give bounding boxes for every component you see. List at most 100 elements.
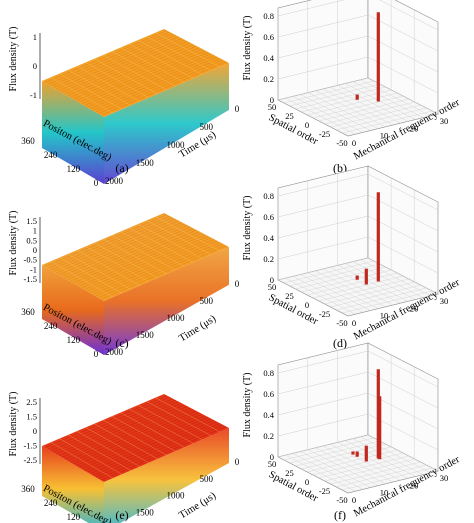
wall-grid-line — [277, 14, 439, 52]
z-tick-label: 0 — [270, 452, 274, 462]
y-tick-label: 10 — [380, 131, 389, 141]
surface-ridge — [102, 54, 167, 91]
surface-ridge — [102, 419, 167, 456]
z-tick-label: 0.6 — [263, 212, 274, 222]
z-tick-label: 1.5 — [26, 412, 37, 422]
z-tick-label: -0.5 — [24, 255, 37, 265]
bar3d-panel-d: 0 0.2 0.4 0.6 0.8 Flux density (T) 50 25 0 -25 -50… — [242, 165, 462, 350]
z-tick-label: 2.5 — [26, 397, 37, 407]
y-tick-label: 0 — [352, 138, 356, 148]
x-tick-label: 240 — [44, 498, 58, 508]
y-tick-label: 500 — [200, 296, 214, 306]
y-tick-label: 0 — [235, 457, 240, 467]
y-tick-label: 1000 — [167, 313, 186, 323]
data-bar — [351, 451, 355, 455]
surface-ridge — [68, 434, 131, 471]
surface-front-wall — [42, 446, 104, 523]
wall-grid-line — [277, 215, 439, 253]
y-tick-label: 2000 — [105, 176, 124, 186]
y-tick-label: 0 — [235, 279, 240, 289]
surface-ridge — [111, 51, 176, 87]
y-tick-label: 20 — [410, 123, 419, 133]
z-axis-label: Flux density (T) — [8, 392, 19, 457]
surface-ridge — [59, 438, 122, 475]
y-tick-label: 30 — [440, 473, 449, 483]
wall-grid-line — [277, 236, 439, 274]
data-bar — [355, 275, 359, 280]
data-bar — [376, 192, 380, 282]
surface-ridge — [76, 65, 140, 102]
panel-label: (e) — [115, 508, 128, 522]
z-tick-label: 0 — [33, 426, 37, 436]
z-tick-label: 0 — [270, 275, 274, 285]
x-tick-label: 25 — [285, 468, 294, 478]
floor-grid-line — [360, 79, 431, 117]
x-tick-label: 360 — [21, 307, 35, 317]
data-bar — [376, 12, 380, 102]
x-tick-label: 240 — [44, 150, 58, 160]
z-axis-label: Flux density (T) — [242, 196, 253, 261]
surface-ridge — [155, 216, 221, 252]
y-tick-label: 1000 — [167, 140, 186, 150]
surface-ridge — [50, 77, 114, 114]
z-tick-label: -1 — [30, 264, 37, 274]
panel-label: (d) — [333, 336, 347, 350]
surface-ridge — [76, 249, 140, 286]
z-tick-label: 1 — [33, 32, 37, 42]
y-tick-label: 0 — [352, 318, 356, 328]
surface-front-wall — [42, 265, 104, 355]
z-tick-label: 0.5 — [26, 235, 37, 245]
surface-ridge — [146, 220, 212, 255]
wall-grid-line — [277, 35, 439, 73]
surface-ridge — [120, 412, 185, 448]
x-tick-label: 0 — [305, 477, 309, 487]
data-bar — [364, 268, 368, 285]
surface-ridge — [76, 430, 140, 467]
x-tick-label: 0 — [305, 300, 309, 310]
z-axis-label: Flux density (T) — [242, 16, 253, 81]
surface-ridge — [85, 246, 149, 282]
z-tick-label: 0 — [270, 95, 274, 105]
surface-ridge — [129, 43, 194, 79]
y-tick-label: 1500 — [136, 158, 155, 168]
surface-ridge — [85, 62, 149, 98]
floor-grid-line — [352, 438, 424, 475]
y-tick-label: 20 — [410, 480, 419, 490]
z-tick-label: -2.5 — [24, 455, 37, 465]
wall-grid-line — [277, 350, 439, 388]
surface-ridge — [50, 442, 114, 479]
x-tick-label: -25 — [319, 309, 330, 319]
x-tick-label: 360 — [21, 136, 35, 146]
floor-grid-line — [352, 261, 424, 298]
z-axis-label: Flux density (T) — [242, 373, 253, 438]
panel-label: (c) — [115, 336, 128, 350]
surface-ridge — [111, 235, 176, 271]
data-bar — [378, 396, 382, 460]
floor-grid-line — [360, 259, 431, 297]
z-axis-label: Flux density (T) — [8, 27, 19, 92]
surface-side-wall — [104, 428, 229, 523]
wall-grid-line — [277, 392, 439, 430]
floor-grid-line — [342, 290, 433, 314]
surface-ridge — [129, 408, 194, 444]
x-tick-label: 120 — [67, 164, 81, 174]
z-tick-label: -1.5 — [24, 274, 37, 284]
surface-ridge — [102, 238, 167, 275]
z-tick-label: 0.8 — [263, 191, 274, 201]
y-tick-label: 10 — [380, 488, 389, 498]
z-tick-label: 1.5 — [26, 216, 37, 226]
surface-ridge — [85, 427, 149, 463]
x-tick-label: 0 — [94, 349, 99, 359]
surface-ridge — [50, 261, 114, 298]
z-tick-label: 0.2 — [263, 254, 274, 264]
z-tick-label: 0.4 — [263, 53, 274, 63]
z-tick-label: 0.8 — [263, 11, 274, 21]
x-tick-label: -50 — [336, 138, 347, 148]
z-tick-label: 0.4 — [263, 410, 274, 420]
x-tick-label: -50 — [336, 495, 347, 505]
data-bar — [355, 451, 359, 457]
y-tick-label: 30 — [440, 116, 449, 126]
x-tick-label: -25 — [319, 486, 330, 496]
